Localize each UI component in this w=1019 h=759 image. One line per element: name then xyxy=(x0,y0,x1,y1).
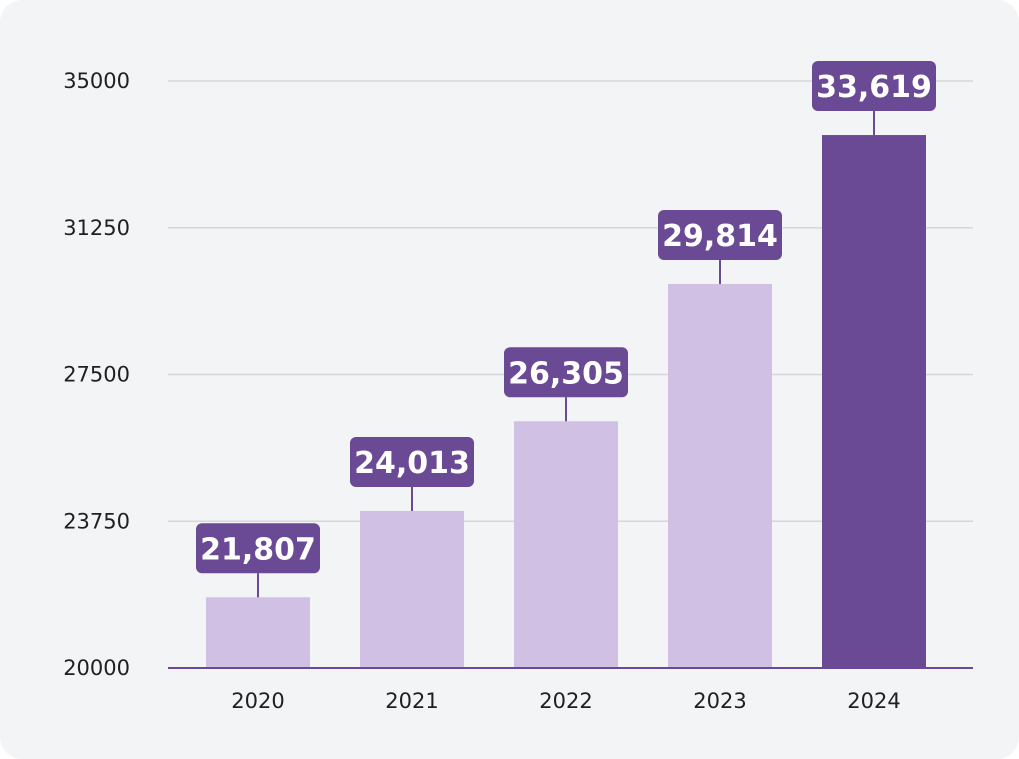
x-tick-label: 2022 xyxy=(539,689,592,713)
bar-2024 xyxy=(822,135,926,668)
data-label-2022: 26,305 xyxy=(504,347,628,422)
x-tick-label: 2023 xyxy=(693,689,746,713)
x-axis-labels: 2020 2021 2022 2023 2024 xyxy=(231,689,900,713)
bars xyxy=(206,135,926,668)
x-tick-label: 2024 xyxy=(847,689,900,713)
y-tick-label: 23750 xyxy=(63,509,130,533)
y-tick-label: 35000 xyxy=(63,69,130,93)
x-tick-label: 2020 xyxy=(231,689,284,713)
x-tick-label: 2021 xyxy=(385,689,438,713)
data-label-badge xyxy=(812,61,936,112)
data-label-value: 24,013 xyxy=(354,446,470,481)
y-tick-label: 27500 xyxy=(63,363,130,387)
data-label-value: 26,305 xyxy=(508,356,624,391)
data-label-2023: 29,814 xyxy=(658,209,782,284)
bar-2022 xyxy=(514,421,618,668)
y-axis-ticks: 20000 23750 27500 31250 35000 xyxy=(63,69,130,680)
data-label-badge xyxy=(504,347,628,398)
data-label-value: 33,619 xyxy=(816,70,932,105)
data-label-value: 29,814 xyxy=(662,219,778,254)
bar-2021 xyxy=(360,510,464,668)
data-label-badge xyxy=(350,436,474,487)
data-label-2024: 33,619 xyxy=(812,61,936,136)
data-label-2020: 21,807 xyxy=(196,523,320,598)
data-label-badge xyxy=(658,209,782,260)
bar-2020 xyxy=(206,597,310,668)
bar-2023 xyxy=(668,283,772,668)
data-label-value: 21,807 xyxy=(200,532,316,567)
y-tick-label: 31250 xyxy=(63,216,130,240)
data-label-badge xyxy=(196,523,320,574)
data-label-2021: 24,013 xyxy=(350,436,474,511)
y-tick-label: 20000 xyxy=(63,656,130,680)
data-labels: 21,807 24,013 26,305 29,814 33,619 xyxy=(196,61,936,598)
